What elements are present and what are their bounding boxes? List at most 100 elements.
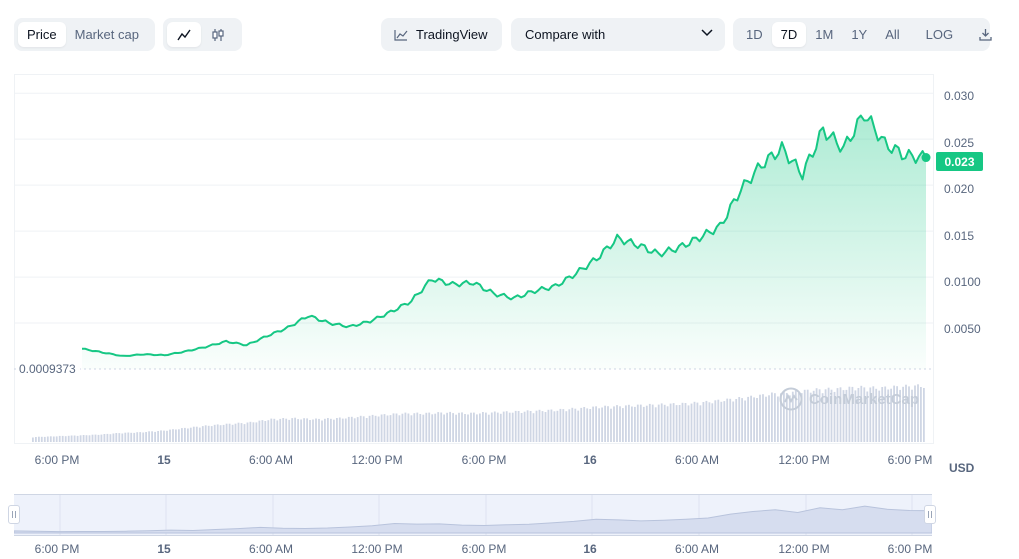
volume-bar xyxy=(377,416,380,442)
range-1y[interactable]: 1Y xyxy=(851,27,868,42)
chart-type-toggle xyxy=(163,18,242,51)
volume-bar xyxy=(189,427,192,442)
volume-bar xyxy=(729,398,732,442)
volume-bar xyxy=(151,431,153,442)
volume-bar xyxy=(774,393,776,442)
volume-bar xyxy=(645,405,648,442)
nav-x-label: 6:00 PM xyxy=(461,542,507,556)
volume-bar xyxy=(908,386,910,442)
volume-bar xyxy=(607,406,609,442)
compare-dropdown[interactable]: Compare with xyxy=(511,18,725,51)
volume-bar xyxy=(651,404,654,442)
volume-bar xyxy=(207,425,210,442)
volume-bar xyxy=(407,413,410,442)
range-navigator[interactable] xyxy=(13,494,933,536)
volume-bar xyxy=(881,387,884,442)
range-7d[interactable]: 7D xyxy=(771,22,807,47)
volume-bar xyxy=(306,418,308,442)
volume-bar xyxy=(100,434,103,442)
volume-bar xyxy=(666,406,669,442)
price-chart[interactable] xyxy=(14,74,934,444)
volume-bar xyxy=(303,418,305,442)
nav-x-label: 6:00 AM xyxy=(674,542,720,556)
volume-bar xyxy=(896,386,898,442)
volume-bar xyxy=(178,429,180,442)
chevron-down-icon xyxy=(701,29,713,37)
volume-bar xyxy=(648,403,651,442)
volume-bar xyxy=(508,412,511,442)
volume-bars xyxy=(32,384,925,442)
volume-bar xyxy=(732,401,735,442)
volume-bar xyxy=(693,401,696,442)
volume-bar xyxy=(586,408,589,442)
volume-bar xyxy=(85,435,88,442)
volume-bar xyxy=(184,427,186,442)
volume-bar xyxy=(672,403,675,442)
volume-bar xyxy=(255,422,258,442)
volume-bar xyxy=(106,433,109,442)
volume-bar xyxy=(803,389,806,442)
volume-bar xyxy=(791,391,794,442)
volume-bar xyxy=(300,419,302,442)
volume-bar xyxy=(344,418,347,442)
volume-bar xyxy=(237,422,240,442)
volume-bar xyxy=(479,413,481,442)
volume-bar xyxy=(222,424,225,442)
volume-bar xyxy=(55,436,58,442)
volume-bar xyxy=(273,418,276,442)
log-toggle[interactable]: LOG xyxy=(925,27,954,42)
volume-bar xyxy=(917,384,919,442)
volume-bar xyxy=(911,389,913,442)
range-1d[interactable]: 1D xyxy=(746,27,763,42)
volume-bar xyxy=(330,418,332,442)
watermark-text: CoinMarketCap xyxy=(809,390,920,408)
volume-bar xyxy=(261,420,264,442)
volume-bar xyxy=(58,435,61,442)
range-1m[interactable]: 1M xyxy=(815,27,834,42)
y-tick-label: 0.0050 xyxy=(944,322,981,336)
volume-bar xyxy=(642,406,645,442)
volume-bar xyxy=(580,407,583,442)
download-button[interactable] xyxy=(970,22,1001,47)
volume-bar xyxy=(249,421,252,442)
volume-bar xyxy=(535,410,538,442)
volume-bar xyxy=(738,397,741,442)
volume-bar xyxy=(493,411,496,442)
volume-bar xyxy=(163,430,165,442)
volume-bar xyxy=(82,435,85,442)
volume-bar xyxy=(88,435,91,442)
volume-bar xyxy=(526,410,529,442)
volume-bar xyxy=(639,404,642,442)
volume-bar xyxy=(487,414,490,442)
volume-bar xyxy=(46,436,49,442)
volume-bar xyxy=(720,401,723,442)
volume-bar xyxy=(94,434,97,442)
nav-x-label: 6:00 PM xyxy=(34,542,80,556)
line-chart-button[interactable] xyxy=(167,22,201,47)
volume-bar xyxy=(464,414,466,442)
market-cap-tab[interactable]: Market cap xyxy=(74,27,139,42)
tradingview-button[interactable]: TradingView xyxy=(381,18,502,51)
x-tick-label: 6:00 PM xyxy=(887,453,933,467)
navigator-left-handle[interactable] xyxy=(8,505,20,524)
volume-bar xyxy=(592,406,594,442)
volume-bar xyxy=(338,417,341,442)
price-tab[interactable]: Price xyxy=(18,22,66,47)
volume-bar xyxy=(121,433,124,442)
x-tick-label: 16 xyxy=(583,453,597,467)
volume-bar xyxy=(613,406,615,442)
volume-bar xyxy=(505,411,508,442)
range-all[interactable]: All xyxy=(885,27,900,42)
volume-bar xyxy=(657,404,660,442)
volume-bar xyxy=(681,402,684,442)
volume-bar xyxy=(490,412,493,442)
candlestick-button[interactable] xyxy=(201,22,235,47)
navigator-right-handle[interactable] xyxy=(924,505,936,524)
nav-x-label: 6:00 PM xyxy=(887,542,933,556)
volume-bar xyxy=(195,426,198,442)
x-tick-label: 6:00 AM xyxy=(248,453,294,467)
volume-bar xyxy=(32,437,34,442)
volume-bar xyxy=(380,414,383,442)
volume-bar xyxy=(785,393,788,442)
volume-bar xyxy=(52,436,55,442)
